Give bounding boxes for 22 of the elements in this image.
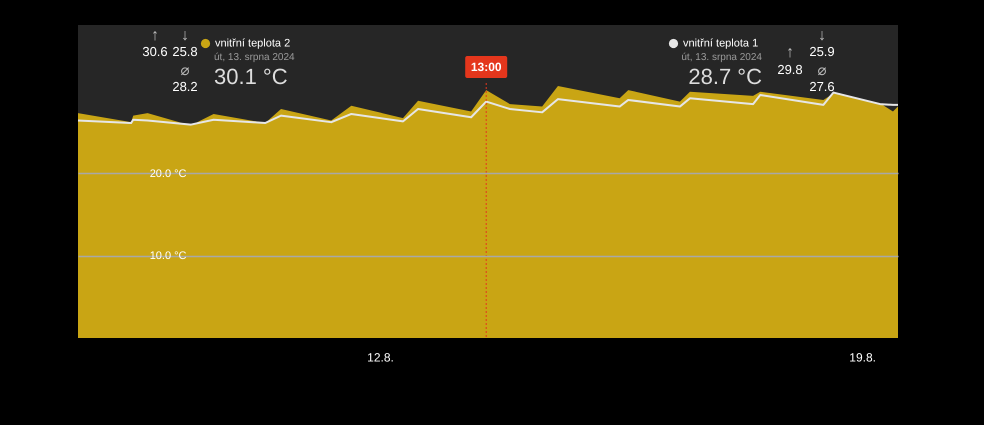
annotation: ↑ xyxy=(151,27,159,44)
annotation: út, 13. srpna 2024 xyxy=(681,52,762,63)
line-series xyxy=(77,92,899,126)
annotation: ↓ xyxy=(181,27,189,44)
legend-label: vnitřní teplota 1 xyxy=(683,38,758,50)
annotation: 30.1 °C xyxy=(214,64,288,89)
annotation: ↑ xyxy=(786,44,794,61)
annotation: 25.8 xyxy=(172,44,198,59)
annotation: 28.7 °C xyxy=(688,64,762,89)
x-tick-label: 12.8. xyxy=(367,350,394,364)
legend-label: vnitřní teplota 2 xyxy=(215,38,290,50)
annotation: ⌀ xyxy=(180,62,190,79)
x-tick-label: 19.8. xyxy=(849,350,876,364)
annotation: 29.8 xyxy=(777,62,803,77)
annotation: út, 13. srpna 2024 xyxy=(214,52,296,63)
annotation: 27.6 xyxy=(809,79,835,94)
annotation: ↓ xyxy=(818,27,826,44)
annotation: 30.6 xyxy=(142,44,168,59)
annotation: 25.9 xyxy=(809,44,835,59)
ref-line-label: 13:00 xyxy=(470,60,502,74)
annotation: 28.2 xyxy=(172,79,198,94)
annotation: ⌀ xyxy=(818,62,826,79)
